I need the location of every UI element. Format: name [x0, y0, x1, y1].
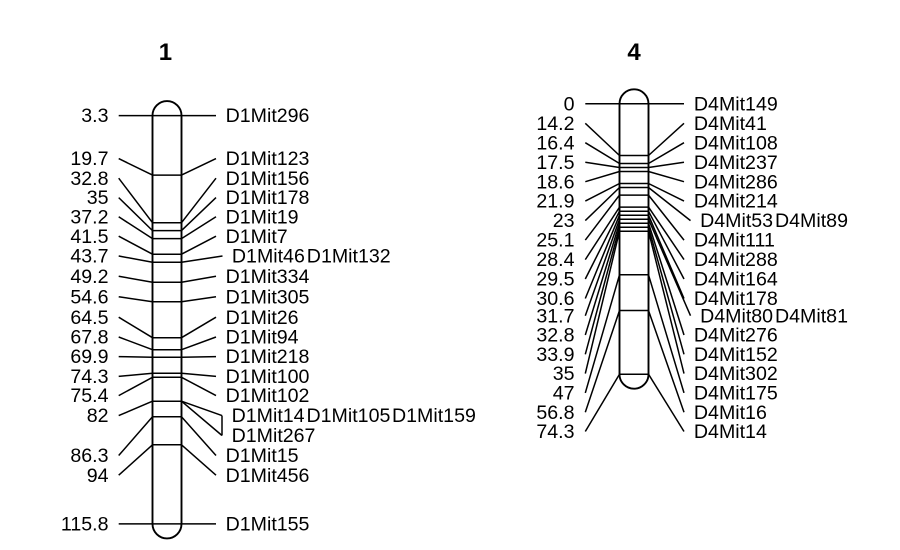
svg-text:D4Mit286: D4Mit286 [694, 171, 778, 193]
svg-text:D4Mit237: D4Mit237 [694, 152, 778, 174]
svg-text:D1Mit132: D1Mit132 [307, 246, 391, 268]
svg-text:41.5: 41.5 [70, 226, 108, 248]
svg-text:D1Mit123: D1Mit123 [226, 148, 310, 170]
svg-text:D1Mit456: D1Mit456 [226, 465, 310, 487]
svg-text:19.7: 19.7 [70, 148, 108, 170]
svg-text:43.7: 43.7 [70, 246, 108, 268]
svg-text:18.6: 18.6 [536, 171, 574, 193]
svg-text:56.8: 56.8 [536, 402, 574, 424]
svg-text:69.9: 69.9 [70, 346, 108, 368]
svg-text:14.2: 14.2 [536, 113, 574, 135]
svg-text:25.1: 25.1 [536, 230, 574, 252]
svg-text:33.9: 33.9 [536, 344, 574, 366]
svg-text:4: 4 [627, 39, 641, 66]
svg-text:D4Mit164: D4Mit164 [694, 269, 778, 291]
svg-text:49.2: 49.2 [70, 266, 108, 288]
svg-text:115.8: 115.8 [61, 514, 109, 536]
svg-text:64.5: 64.5 [70, 307, 108, 329]
svg-text:23: 23 [553, 210, 575, 232]
svg-text:D1Mit105: D1Mit105 [307, 405, 391, 427]
svg-text:47: 47 [553, 383, 575, 405]
svg-text:D1Mit100: D1Mit100 [226, 366, 310, 388]
svg-text:35: 35 [87, 187, 109, 209]
svg-text:D1Mit296: D1Mit296 [226, 105, 310, 127]
svg-text:D4Mit111: D4Mit111 [694, 230, 775, 252]
svg-text:D1Mit19: D1Mit19 [226, 206, 299, 228]
svg-text:D1Mit334: D1Mit334 [226, 266, 310, 288]
svg-text:D1Mit26: D1Mit26 [226, 307, 299, 329]
svg-text:37.2: 37.2 [70, 206, 108, 228]
svg-text:D1Mit267: D1Mit267 [232, 425, 316, 447]
svg-text:D4Mit14: D4Mit14 [694, 421, 767, 443]
svg-text:28.4: 28.4 [536, 249, 574, 271]
svg-text:D4Mit80: D4Mit80 [700, 305, 773, 327]
svg-text:94: 94 [87, 465, 109, 487]
svg-text:D1Mit94: D1Mit94 [226, 327, 299, 349]
svg-text:74.3: 74.3 [70, 366, 108, 388]
svg-text:54.6: 54.6 [70, 286, 108, 308]
svg-text:1: 1 [159, 39, 172, 66]
svg-text:D1Mit305: D1Mit305 [226, 286, 310, 308]
svg-text:67.8: 67.8 [70, 327, 108, 349]
svg-text:D4Mit89: D4Mit89 [775, 210, 848, 232]
svg-text:D1Mit102: D1Mit102 [226, 385, 310, 407]
svg-text:D4Mit81: D4Mit81 [775, 305, 848, 327]
svg-text:32.8: 32.8 [70, 168, 108, 190]
svg-text:D1Mit156: D1Mit156 [226, 168, 310, 190]
svg-text:D4Mit16: D4Mit16 [694, 402, 767, 424]
svg-text:D4Mit214: D4Mit214 [694, 191, 778, 213]
svg-text:29.5: 29.5 [536, 269, 574, 291]
svg-text:D4Mit41: D4Mit41 [694, 113, 767, 135]
svg-text:D1Mit178: D1Mit178 [226, 187, 310, 209]
svg-text:D4Mit302: D4Mit302 [694, 363, 778, 385]
svg-text:75.4: 75.4 [70, 385, 108, 407]
svg-text:D1Mit7: D1Mit7 [226, 226, 288, 248]
svg-text:D1Mit14: D1Mit14 [232, 405, 305, 427]
svg-text:17.5: 17.5 [536, 152, 574, 174]
svg-text:D4Mit152: D4Mit152 [694, 344, 778, 366]
svg-text:D4Mit175: D4Mit175 [694, 383, 778, 405]
svg-text:D1Mit46: D1Mit46 [232, 246, 305, 268]
svg-text:21.9: 21.9 [536, 191, 574, 213]
svg-text:D1Mit155: D1Mit155 [226, 514, 310, 536]
svg-text:74.3: 74.3 [536, 421, 574, 443]
svg-text:35: 35 [553, 363, 575, 385]
svg-text:D4Mit108: D4Mit108 [694, 132, 778, 154]
svg-text:3.3: 3.3 [81, 105, 108, 127]
svg-text:D4Mit276: D4Mit276 [694, 325, 778, 347]
svg-text:31.7: 31.7 [536, 305, 574, 327]
svg-text:D1Mit159: D1Mit159 [392, 405, 476, 427]
svg-text:D4Mit178: D4Mit178 [694, 288, 778, 310]
svg-text:0: 0 [564, 93, 575, 115]
svg-text:16.4: 16.4 [536, 132, 574, 154]
svg-text:32.8: 32.8 [536, 325, 574, 347]
svg-text:30.6: 30.6 [536, 288, 574, 310]
svg-text:D4Mit53: D4Mit53 [700, 210, 773, 232]
svg-text:D4Mit149: D4Mit149 [694, 93, 778, 115]
svg-text:D4Mit288: D4Mit288 [694, 249, 778, 271]
svg-text:D1Mit218: D1Mit218 [226, 346, 310, 368]
svg-text:D1Mit15: D1Mit15 [226, 445, 299, 467]
svg-text:82: 82 [87, 405, 109, 427]
svg-text:86.3: 86.3 [70, 445, 108, 467]
